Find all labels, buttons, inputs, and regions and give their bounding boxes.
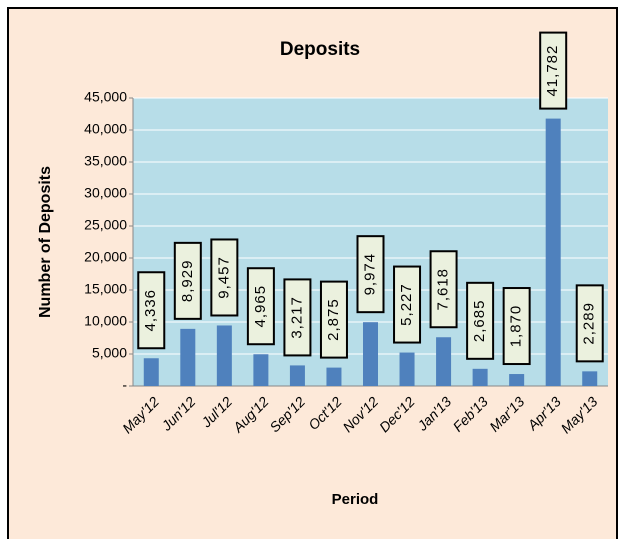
bar: [472, 368, 488, 386]
data-label: 41,782: [544, 45, 561, 97]
data-label: 2,875: [325, 298, 342, 341]
y-tick-label: 20,000: [84, 249, 127, 265]
bar: [253, 354, 269, 386]
data-label-box: [210, 238, 239, 317]
chart-title: Deposits: [280, 39, 360, 60]
data-label-box: [356, 235, 385, 314]
data-label: 4,965: [252, 285, 269, 328]
data-label-box: [283, 278, 312, 357]
bar: [545, 118, 561, 386]
data-label: 4,336: [142, 289, 159, 332]
bar: [326, 367, 342, 386]
data-label: 2,289: [581, 302, 598, 345]
data-label: 1,870: [508, 305, 525, 348]
y-tick-label: 10,000: [84, 313, 127, 329]
bar: [143, 358, 159, 386]
data-label-box: [539, 31, 568, 110]
bar: [180, 328, 196, 386]
data-label: 2,685: [471, 300, 488, 343]
y-tick-label: 25,000: [84, 217, 127, 233]
x-axis-title: Period: [332, 491, 379, 508]
data-label-box: [466, 281, 495, 360]
data-label: 7,618: [435, 268, 452, 311]
bar: [216, 325, 232, 386]
data-label: 5,227: [398, 283, 415, 326]
bar: [436, 337, 452, 386]
bar: [289, 365, 305, 386]
data-label-box: [137, 271, 166, 350]
data-label-box: [319, 280, 348, 359]
y-tick-label: 30,000: [84, 185, 127, 201]
data-label: 9,457: [215, 256, 232, 299]
bar: [363, 322, 378, 386]
bar: [509, 374, 525, 386]
y-tick-label: 40,000: [84, 121, 127, 137]
data-label: 8,929: [179, 260, 196, 303]
data-label: 9,974: [361, 253, 378, 296]
bar: [399, 352, 415, 386]
y-tick-label: 15,000: [84, 281, 127, 297]
y-tick-label: 5,000: [92, 345, 127, 361]
data-label: 3,217: [288, 296, 305, 339]
y-tick-label: -: [122, 377, 127, 393]
data-label-box: [173, 241, 202, 320]
data-label-box: [429, 250, 458, 329]
y-axis-title: Number of Deposits: [37, 166, 54, 318]
data-label-box: [246, 267, 275, 346]
y-tick-label: 45,000: [84, 89, 127, 105]
data-label-box: [575, 284, 604, 363]
data-label-box: [393, 265, 422, 344]
data-label-box: [502, 287, 531, 366]
bar: [582, 371, 598, 386]
y-tick-label: 35,000: [84, 153, 127, 169]
